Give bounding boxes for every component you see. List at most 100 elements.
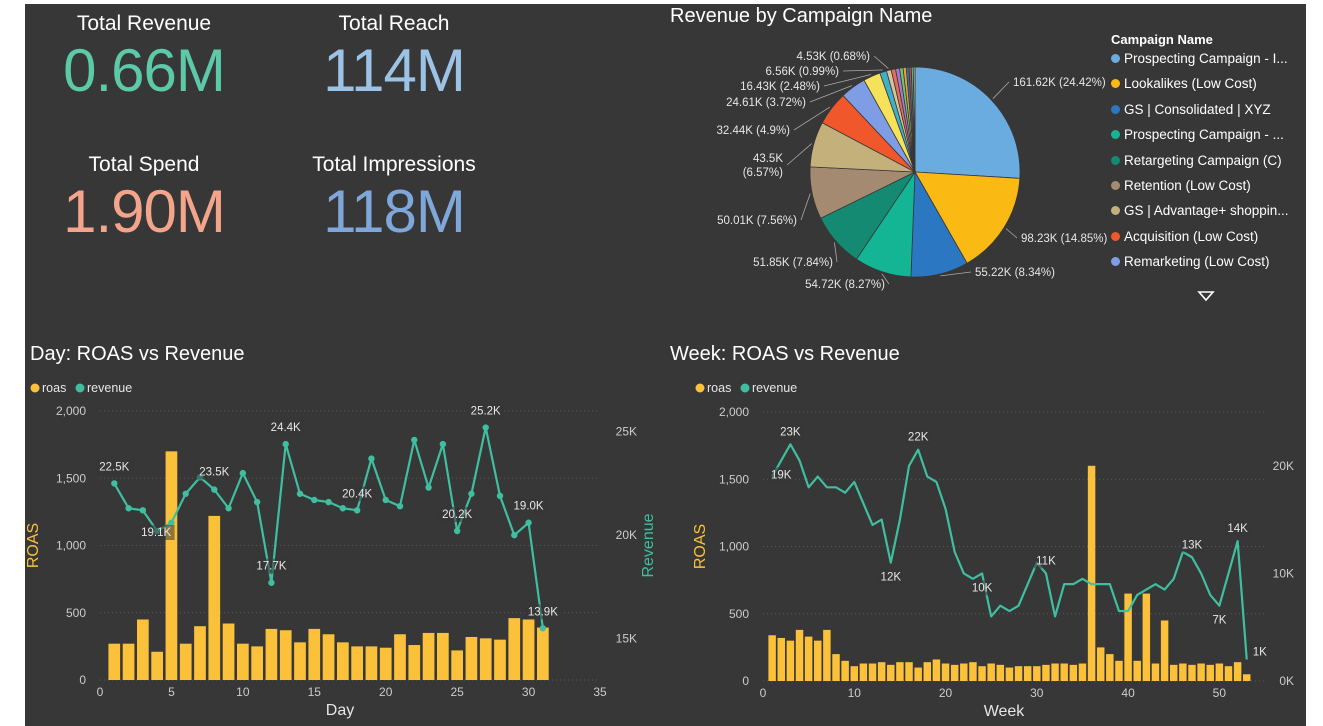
revenue-point (268, 579, 275, 586)
data-label: 22K (908, 432, 929, 444)
revenue-point (353, 507, 361, 514)
revenue-point (539, 625, 547, 632)
legend-label: revenue (87, 381, 132, 395)
y2-axis-title: Revenue (640, 513, 657, 577)
roas-bar (108, 643, 121, 680)
x-tick-label: 10 (236, 685, 250, 699)
revenue-point (511, 531, 518, 539)
y-tick-label: 1,000 (56, 539, 86, 553)
y2-axis-title: Revenue (1304, 514, 1306, 578)
kpi-total-revenue[interactable]: Total Revenue 0.66M (25, 12, 269, 105)
x-tick-label: 20 (939, 686, 953, 700)
roas-bar (1133, 660, 1141, 681)
pie-legend-item[interactable]: Retention (Low Cost) (1111, 178, 1251, 193)
roas-bar (508, 618, 521, 680)
pie-leader-line (786, 143, 813, 166)
pie-legend-item[interactable]: Retargeting Campaign (C) (1111, 153, 1282, 168)
revenue-point (282, 440, 289, 448)
pie-data-label: 55.22K (8.34%) (975, 267, 1055, 279)
kpi-total-spend[interactable]: Total Spend 1.90M (25, 153, 269, 246)
roas-bar (1215, 663, 1224, 681)
roas-bar (932, 659, 941, 681)
roas-bar (987, 663, 995, 681)
pie-legend-item[interactable]: GS | Consolidated | XYZ (1111, 102, 1271, 117)
y-tick-label: 500 (729, 607, 749, 621)
pie-legend-item[interactable]: Acquisition (Low Cost) (1111, 229, 1258, 244)
day-roas-revenue-chart[interactable]: roas revenue 0 500 1,000 1,500 2,000 15K 20K 25K 0… (25, 369, 665, 726)
roas-bar (896, 662, 904, 681)
roas-bar (1060, 663, 1068, 681)
pie-leader-line (992, 81, 1010, 99)
week-roas-revenue-chart[interactable]: roas revenue 0 500 1,000 1,500 2,000 0K 10K 20K 0 1… (665, 369, 1306, 726)
pie-data-label: 98.23K (14.85%) (1021, 233, 1107, 245)
pie-legend-item[interactable]: GS | Advantage+ shoppin... (1111, 203, 1289, 218)
kpi-label: Total Revenue (76, 12, 212, 35)
roas-bar (1078, 663, 1087, 681)
revenue-point (496, 492, 504, 500)
data-label-bg (524, 604, 562, 620)
roas-bar (422, 632, 435, 680)
roas-bar (1005, 667, 1014, 681)
revenue-point (253, 498, 261, 506)
roas-bar (850, 666, 859, 681)
pie-leader-line (842, 69, 883, 72)
pie-legend-item[interactable]: Prospecting Campaign - I... (1111, 51, 1288, 66)
y-tick-label: 2,000 (719, 405, 749, 419)
legend-dot-icon (75, 383, 85, 393)
pie-legend-item[interactable]: Remarketing (Low Cost) (1111, 254, 1270, 269)
pie-legend-item[interactable]: Prospecting Campaign - ... (1111, 127, 1284, 142)
roas-bar (868, 663, 877, 681)
data-label: 14K (1227, 523, 1248, 535)
roas-bar (1160, 620, 1169, 681)
pie-leader-line (793, 106, 831, 131)
roas-bar (237, 643, 249, 680)
data-label: 11K (1036, 555, 1056, 567)
roas-bar (1224, 666, 1233, 681)
data-label-bg (438, 507, 476, 522)
data-label-bg (769, 467, 794, 483)
roas-bar (279, 630, 292, 680)
kpi-value: 0.66M (63, 37, 226, 104)
kpi-total-impressions[interactable]: Total Impressions 118M (269, 153, 519, 246)
y-tick-label: 1,500 (719, 472, 749, 486)
x-tick-label: 15 (308, 685, 322, 699)
data-label-bg (1250, 644, 1268, 660)
pie-legend-label: GS | Consolidated | XYZ (1124, 101, 1271, 117)
roas-bar (122, 643, 135, 680)
pie-data-label: 16.43K (2.48%) (740, 81, 820, 93)
roas-bar (914, 667, 922, 681)
data-label: 7K (1212, 615, 1226, 627)
pie-legend-item[interactable]: Lookalikes (Low Cost) (1111, 76, 1257, 91)
roas-bar (950, 664, 959, 681)
pie-chart[interactable]: 161.62K (24.42%) 98.23K (14.85%) 55.22K (8… (665, 34, 1125, 304)
revenue-point (482, 424, 489, 431)
y-tick-label: 0 (79, 673, 86, 687)
data-label-bg (467, 403, 505, 419)
legend-scroll-down-icon[interactable] (1197, 290, 1215, 302)
y-tick-label: 0 (742, 674, 749, 688)
pie-leader-line (823, 74, 872, 87)
revenue-point (453, 527, 461, 535)
data-label: 19K (771, 469, 792, 481)
data-label: 23.5K (199, 467, 229, 479)
pie-leader-line (881, 273, 890, 285)
pie-data-label: 51.85K (7.84%) (753, 257, 833, 269)
roas-bar (1106, 654, 1114, 681)
roas-bar (379, 647, 392, 680)
roas-bar (465, 636, 478, 680)
kpi-label: Total Spend (88, 153, 200, 176)
legend-dot-icon (1111, 181, 1120, 190)
kpi-total-reach[interactable]: Total Reach 114M (269, 12, 519, 105)
revenue-point (239, 469, 247, 477)
legend-dot-icon (1111, 130, 1120, 140)
revenue-point (368, 455, 375, 462)
pie-leader-line (809, 85, 853, 103)
legend-dot-icon (1111, 257, 1120, 267)
pie-legend-label: GS | Advantage+ shoppin... (1124, 203, 1289, 219)
data-label-bg (137, 525, 175, 540)
roas-bar (265, 628, 278, 680)
roas-bar (887, 664, 895, 681)
roas-bar (1087, 465, 1096, 681)
data-label-bg (970, 580, 994, 596)
pie-legend-title: Campaign Name (1111, 32, 1213, 47)
